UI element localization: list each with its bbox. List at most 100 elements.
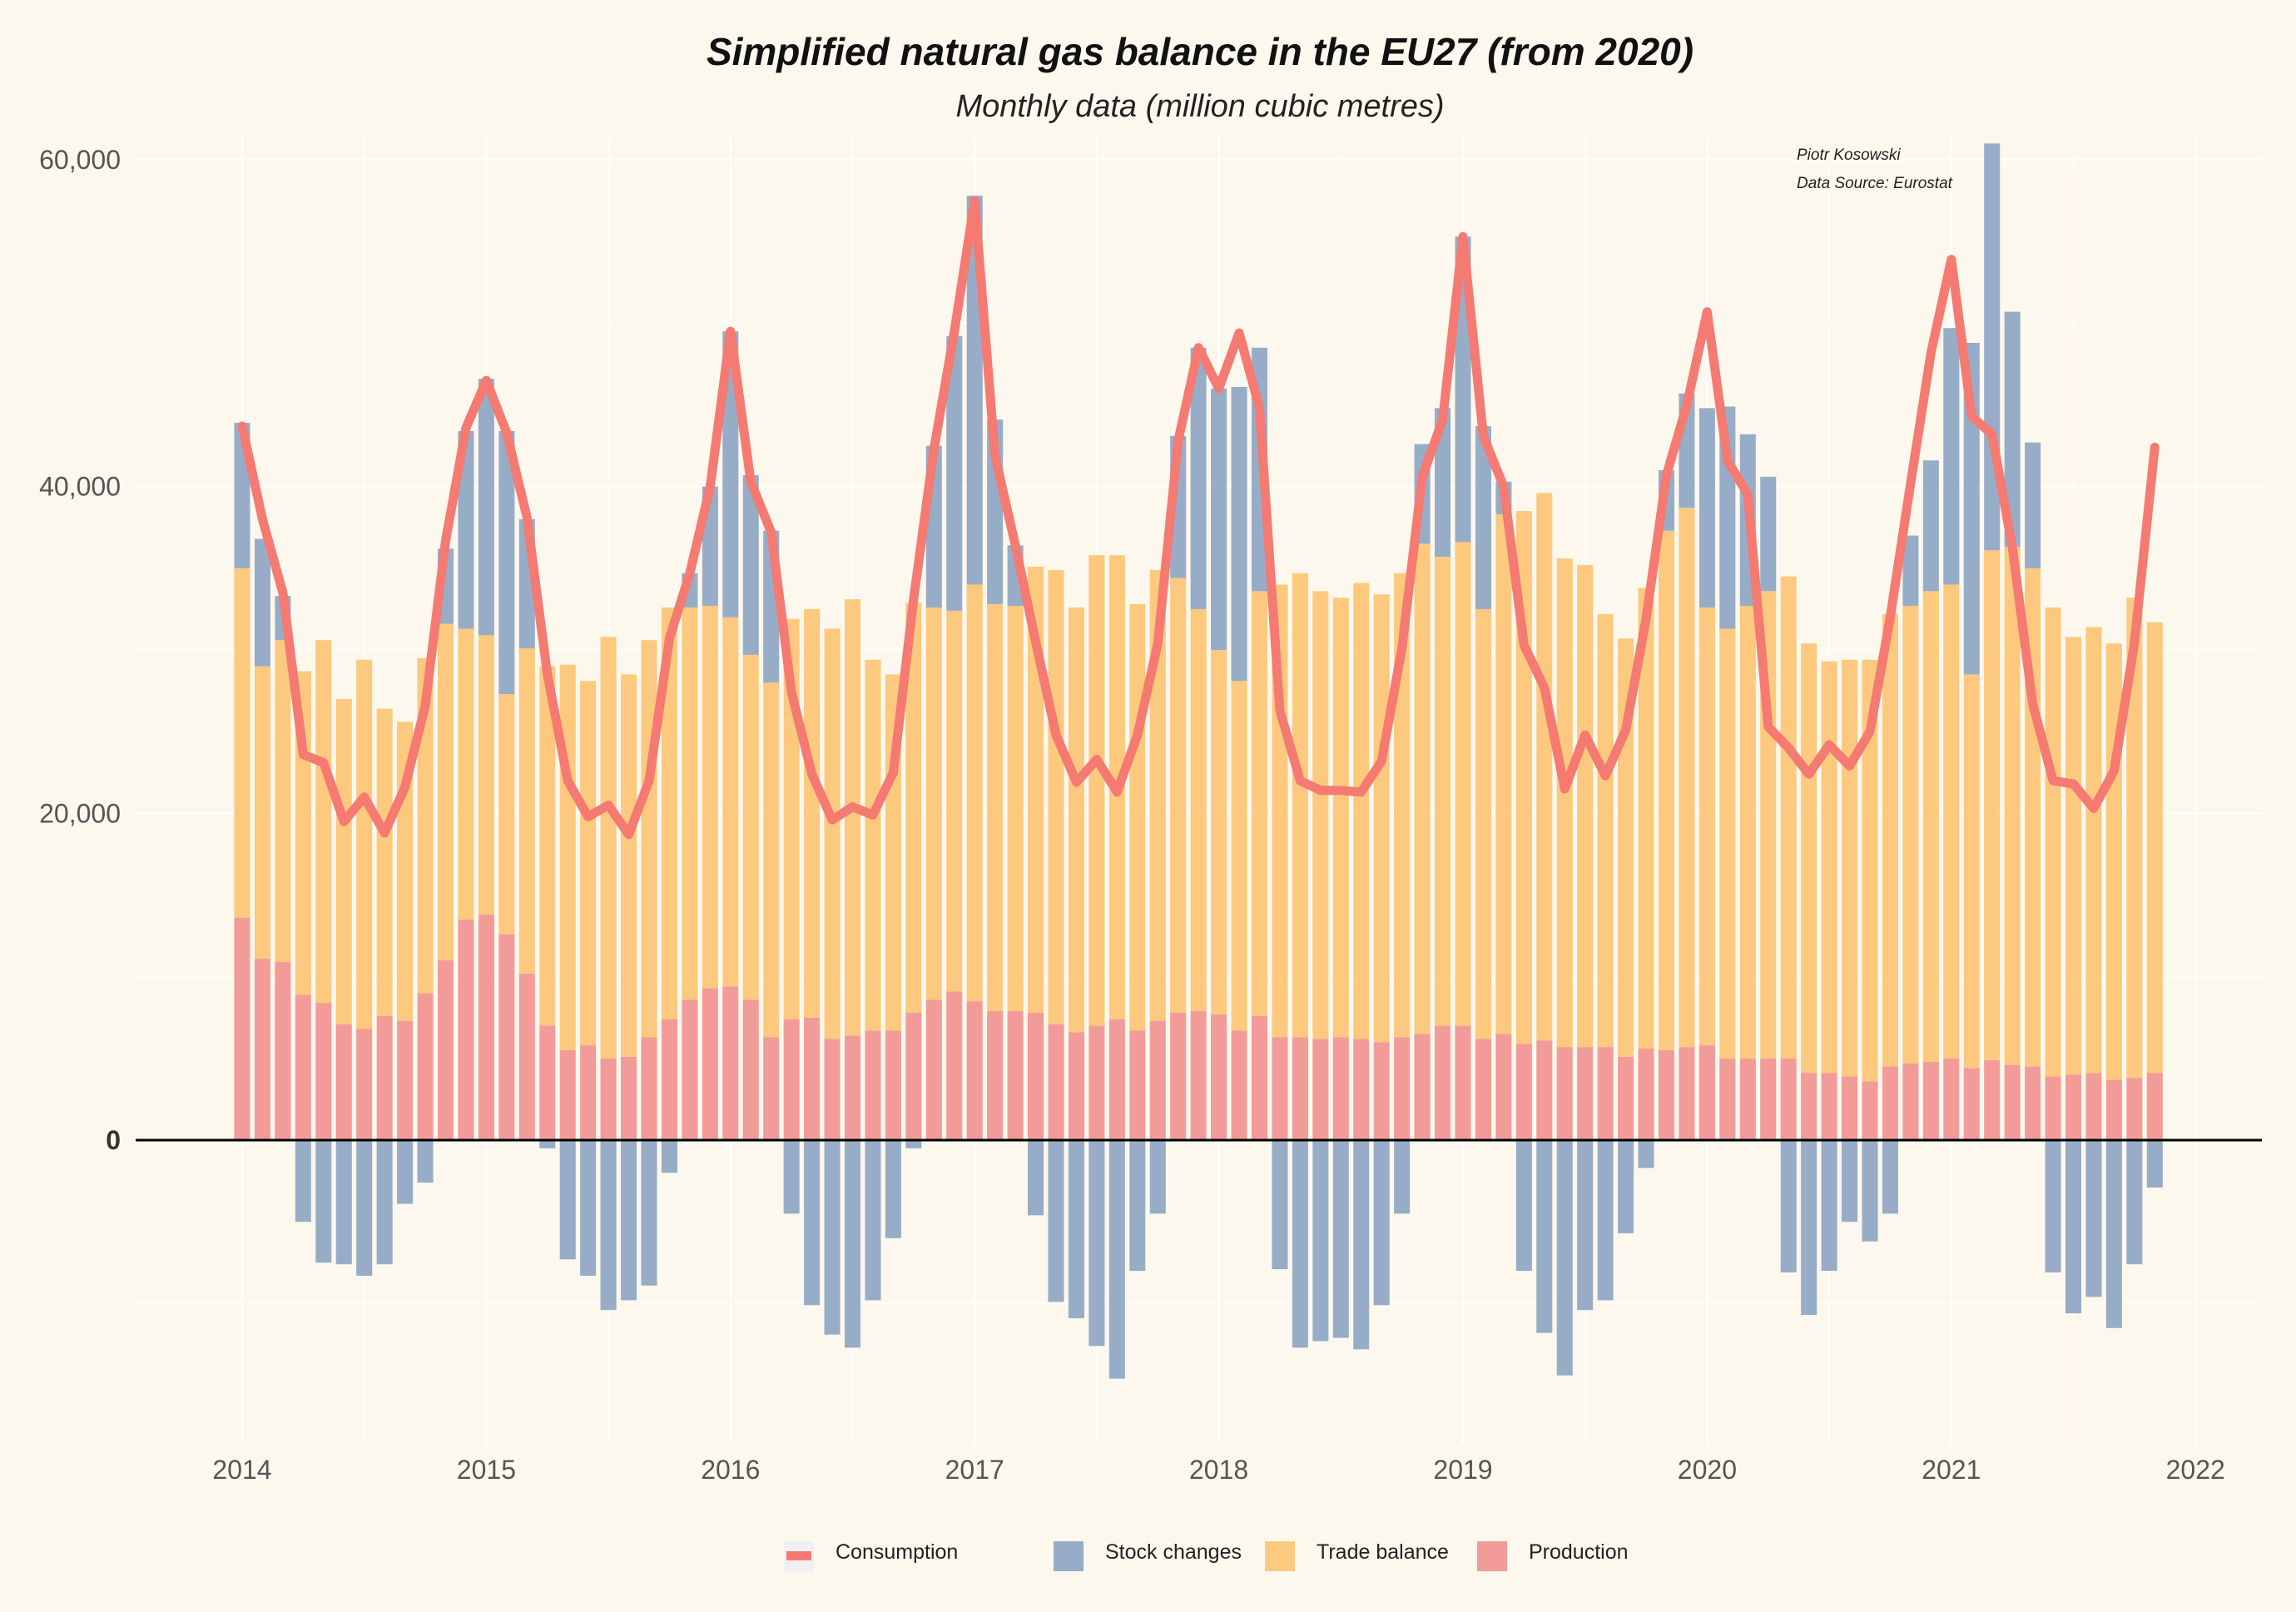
bar-production — [1108, 1019, 1125, 1140]
bar-production — [1597, 1047, 1614, 1140]
bar-stock-changes — [417, 1140, 434, 1183]
bar-stock-changes — [1515, 1140, 1532, 1272]
bar-stock-changes — [1475, 426, 1491, 609]
bar-production — [1088, 1025, 1105, 1140]
bar-stock-changes — [580, 1140, 597, 1276]
bar-trade-balance — [742, 654, 759, 1000]
bar-stock-changes — [1394, 1140, 1411, 1214]
bar-production — [1577, 1047, 1594, 1140]
bar-production — [661, 1019, 677, 1140]
bar-stock-changes — [1842, 1140, 1858, 1223]
bar-trade-balance — [1963, 674, 1980, 1069]
axes: 0 20,000 40,000 60,000 2014 2015 2016 2017 2018 2… — [39, 145, 2225, 1485]
bar-trade-balance — [763, 682, 780, 1038]
bar-stock-changes — [1068, 1140, 1084, 1319]
bar-production — [2025, 1066, 2041, 1140]
bar-trade-balance — [478, 635, 494, 915]
bar-production — [1719, 1058, 1736, 1140]
bar-trade-balance — [1821, 661, 1837, 1074]
bar-trade-balance — [682, 607, 698, 1000]
bar-production — [621, 1056, 637, 1140]
bar-production — [275, 961, 291, 1140]
bar-stock-changes — [1801, 1140, 1817, 1316]
bar-trade-balance — [356, 659, 373, 1029]
bar-stock-changes — [1902, 535, 1919, 606]
bar-stock-changes — [621, 1140, 637, 1301]
credit-author: Piotr Kosowski — [1797, 146, 1901, 164]
bar-stock-changes — [539, 1140, 556, 1148]
bar-production — [1801, 1073, 1817, 1140]
bar-production — [1922, 1061, 1939, 1140]
bar-stock-changes — [1108, 1140, 1125, 1379]
bar-stock-changes — [1190, 347, 1207, 609]
bar-trade-balance — [722, 617, 739, 987]
bar-stock-changes — [885, 1140, 901, 1238]
bar-production — [966, 1001, 983, 1140]
bar-trade-balance — [946, 610, 963, 992]
bar-production — [376, 1015, 393, 1140]
bar-trade-balance — [1882, 613, 1898, 1067]
bar-trade-balance — [600, 637, 617, 1059]
bar-trade-balance — [1862, 659, 1878, 1082]
bar-production — [2045, 1076, 2061, 1140]
bar-production — [1862, 1081, 1878, 1140]
legend-swatch-trade-balance — [1265, 1541, 1295, 1571]
x-tick-label: 2015 — [457, 1455, 516, 1485]
bar-stock-changes — [1211, 388, 1227, 650]
bar-stock-changes — [722, 331, 739, 618]
bar-stock-changes — [295, 1140, 311, 1223]
bar-stock-changes — [315, 1140, 332, 1263]
bar-stock-changes — [1577, 1140, 1594, 1311]
y-tick-label: 20,000 — [39, 798, 121, 828]
bar-stock-changes — [742, 474, 759, 655]
bar-stock-changes — [2004, 311, 2021, 548]
legend: Consumption Stock changes Trade balance … — [784, 1540, 1629, 1571]
bar-trade-balance — [1251, 591, 1268, 1016]
bar-trade-balance — [1414, 543, 1431, 1034]
bar-stock-changes — [559, 1140, 576, 1260]
bar-stock-changes — [2146, 1140, 2163, 1188]
bar-stock-changes — [1048, 1140, 1064, 1302]
bar-production — [987, 1010, 1004, 1140]
bar-production — [885, 1030, 901, 1140]
bar-production — [1658, 1050, 1675, 1140]
bar-trade-balance — [2126, 598, 2143, 1079]
bar-trade-balance — [966, 584, 983, 1002]
bar-production — [417, 993, 434, 1140]
bar-production — [254, 959, 270, 1140]
bar-trade-balance — [458, 628, 474, 920]
bar-production — [1373, 1042, 1390, 1140]
bar-stock-changes — [356, 1140, 373, 1276]
bar-trade-balance — [1088, 555, 1105, 1026]
bar-trade-balance — [804, 608, 821, 1018]
bar-production — [2126, 1078, 2143, 1140]
bar-production — [804, 1017, 821, 1140]
bar-trade-balance — [1679, 508, 1695, 1048]
bar-trade-balance — [1739, 605, 1756, 1059]
bar-trade-balance — [1902, 605, 1919, 1064]
bar-stock-changes — [498, 430, 515, 695]
bar-trade-balance — [376, 708, 393, 1016]
bar-stock-changes — [783, 1140, 800, 1214]
bar-trade-balance — [1638, 588, 1654, 1049]
bar-production — [1556, 1047, 1573, 1140]
bar-trade-balance — [1149, 569, 1166, 1021]
bar-stock-changes — [2085, 1140, 2102, 1297]
bar-trade-balance — [1801, 643, 1817, 1074]
bar-production — [2004, 1064, 2021, 1140]
bar-stock-changes — [1312, 1140, 1329, 1342]
bar-trade-balance — [539, 666, 556, 1026]
bar-production — [1435, 1025, 1451, 1140]
bar-stock-changes — [1882, 1140, 1898, 1214]
bar-production — [1149, 1020, 1166, 1140]
bar-production — [1007, 1010, 1024, 1140]
bar-trade-balance — [417, 657, 434, 994]
bar-trade-balance — [1455, 542, 1471, 1026]
bar-stock-changes — [397, 1140, 414, 1204]
bar-stock-changes — [376, 1140, 393, 1265]
bar-stock-changes — [946, 336, 963, 611]
bar-production — [1984, 1059, 2001, 1140]
bar-trade-balance — [621, 674, 637, 1057]
bar-production — [1028, 1012, 1044, 1140]
